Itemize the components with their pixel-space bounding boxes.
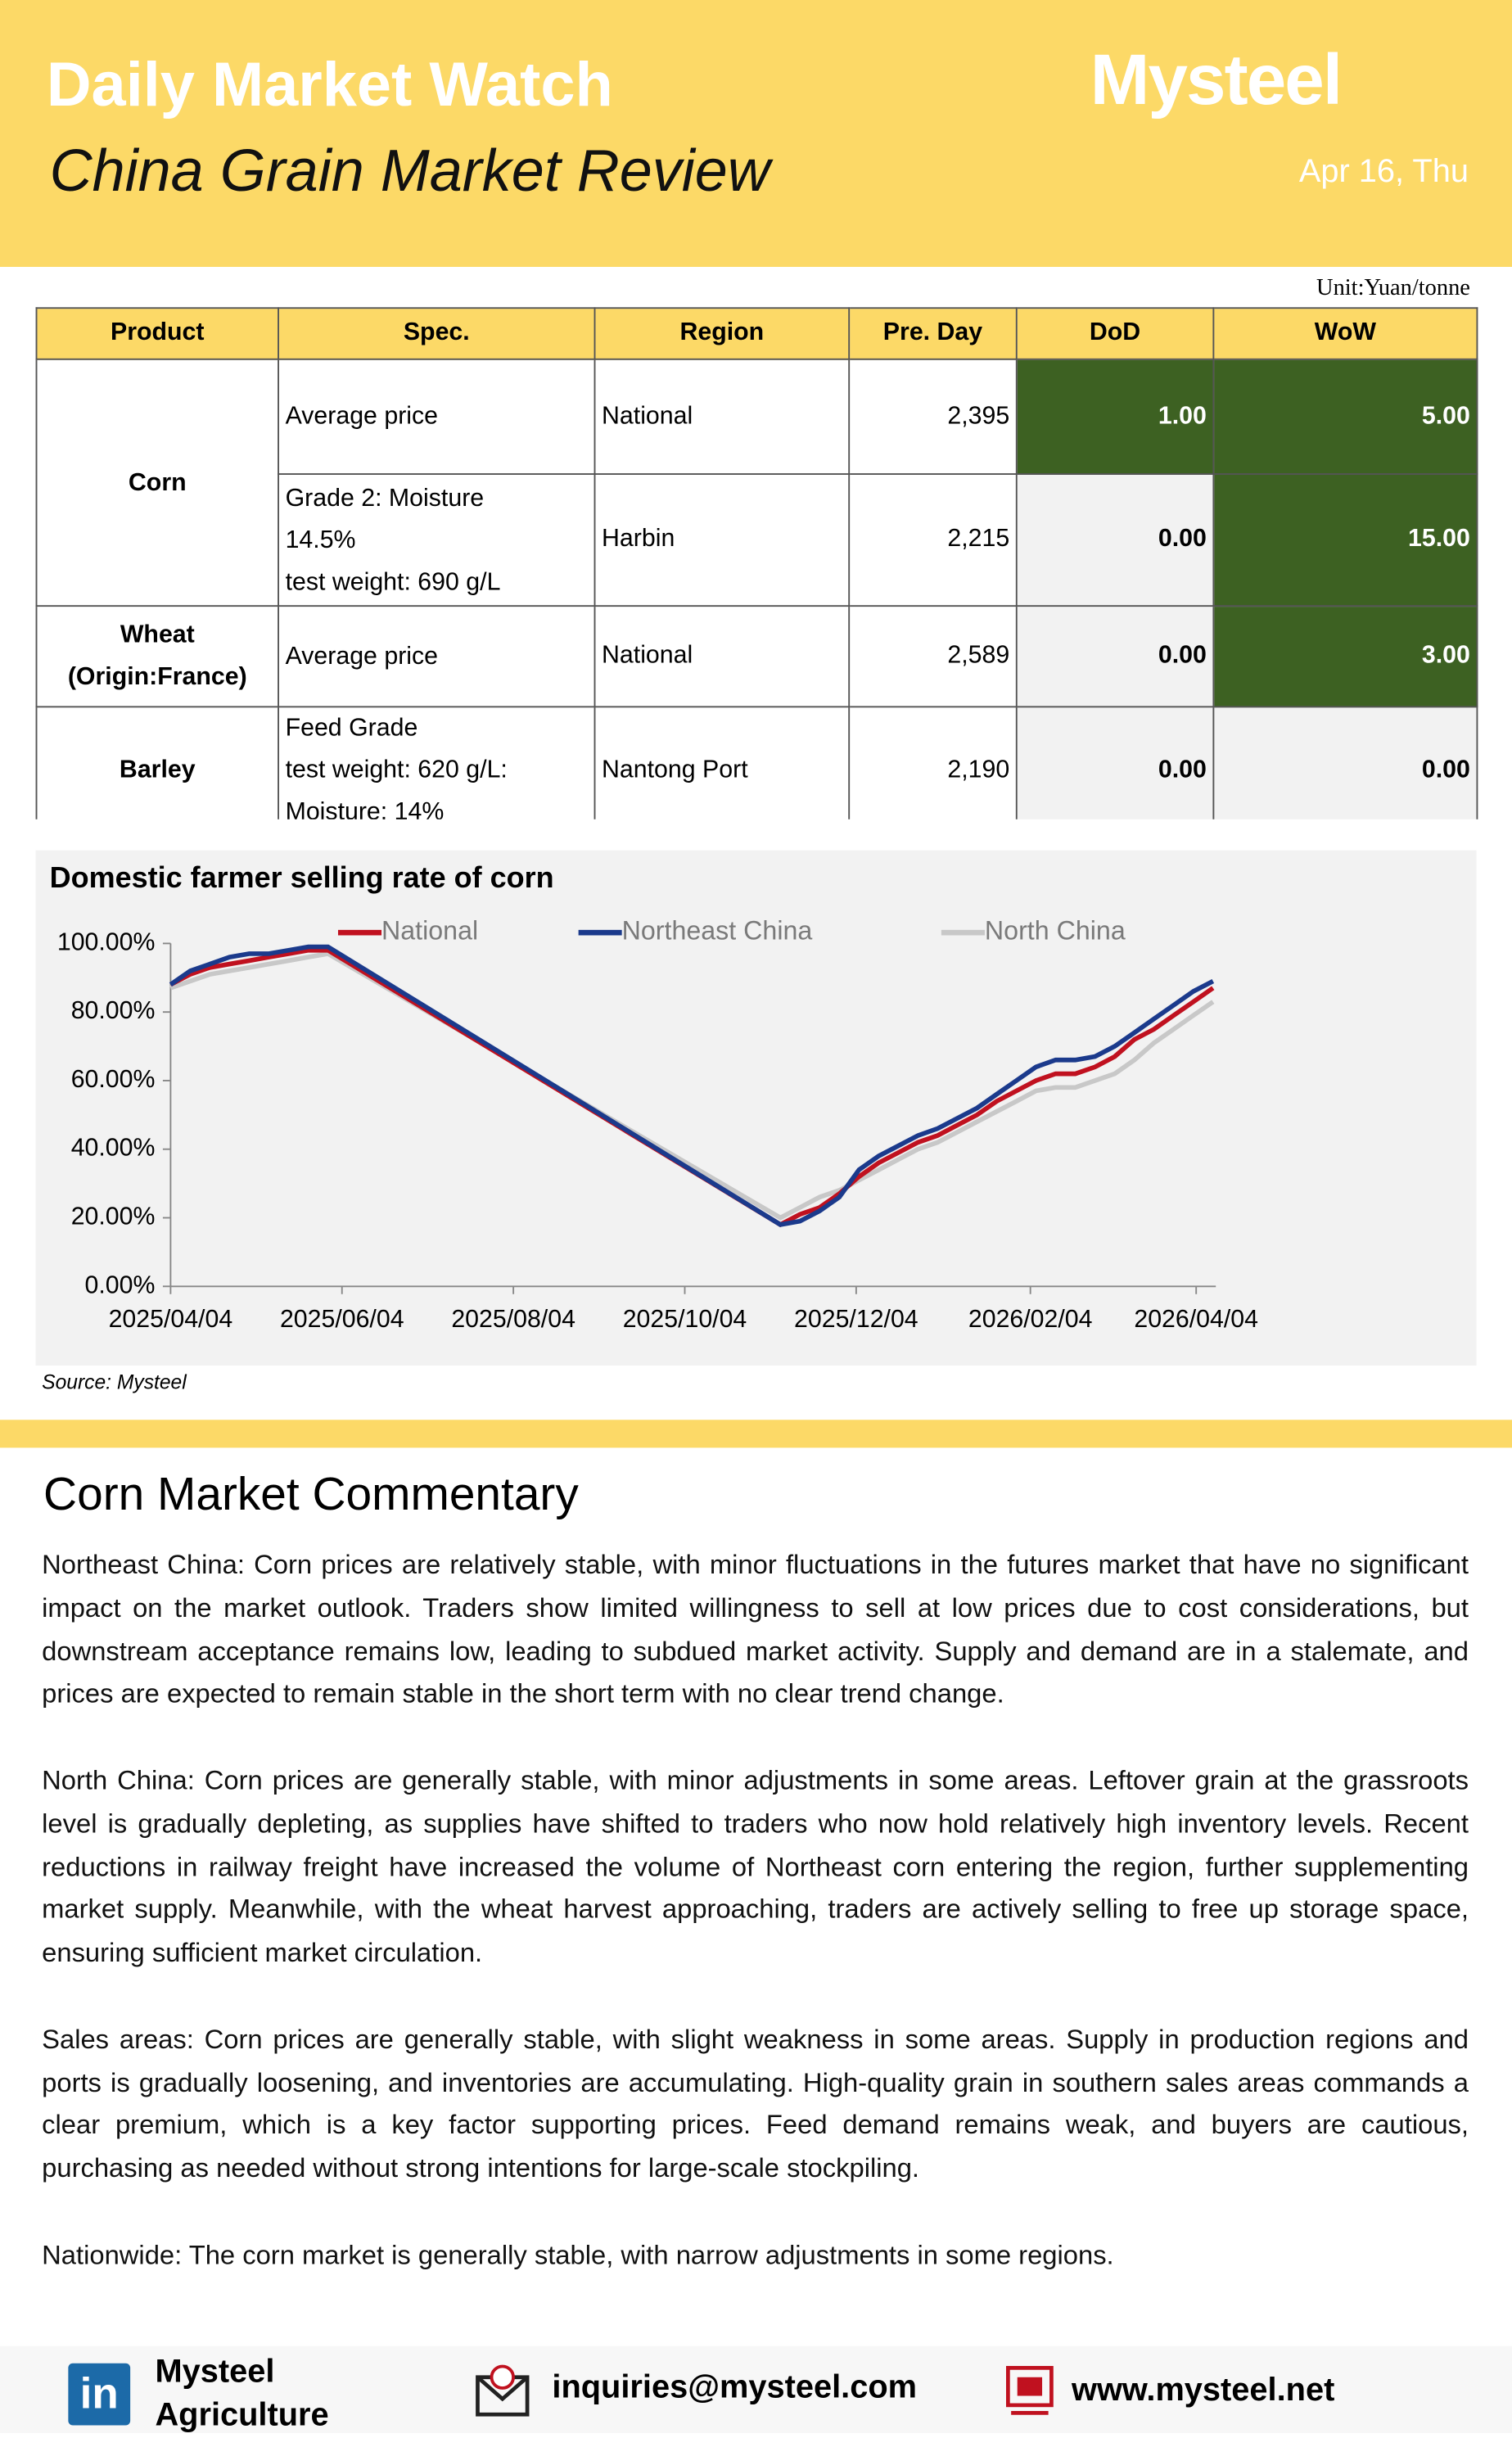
spec-line: Feed Grade (285, 715, 418, 743)
legend-label: North China (985, 916, 1126, 946)
spec-line: Average price (285, 403, 439, 431)
series-line (169, 944, 1215, 1227)
spec-cell: Feed Grade test weight: 620 g/L: Moisture:… (278, 706, 596, 819)
dod-cell: 0.00 (1015, 605, 1215, 708)
linkedin-icon: in (68, 2363, 131, 2426)
spec-line: Average price (285, 643, 439, 670)
product-line: Barley (119, 756, 196, 784)
wow-cell: 15.00 (1212, 473, 1478, 607)
unit: Unit:Yuan/tonne (1316, 276, 1470, 301)
y-tick-label: 60.00% (71, 1066, 156, 1093)
chart-title: Domestic farmer selling rate of corn (50, 860, 554, 894)
table-row: Wheat (Origin:France) Average price Nationa… (35, 605, 1478, 708)
dod-cell: 0.00 (1015, 706, 1215, 819)
product-line: Wheat (120, 622, 195, 649)
header-cell: DoD (1015, 307, 1215, 360)
footer-name-line: Mysteel (155, 2354, 275, 2390)
region-cell: National (594, 605, 851, 708)
web-icon (1005, 2366, 1054, 2415)
product-cell: Wheat (Origin:France) (35, 605, 279, 708)
region-cell: Harbin (594, 473, 851, 607)
x-tick-label: 2025/06/04 (280, 1306, 404, 1333)
product-line: Corn (128, 469, 187, 496)
commentary: Northeast China: Corn prices are relativ… (42, 1544, 1469, 2320)
spec-line: 14.5% (285, 526, 356, 553)
x-tick-label: 2025/08/04 (451, 1306, 575, 1333)
spec-line: test weight: 620 g/L: (285, 756, 508, 784)
spec-cell: Average price (278, 358, 596, 475)
y-tick-label: 100.00% (57, 928, 156, 955)
x-tick-label: 2025/10/04 (623, 1306, 747, 1333)
series-line (169, 947, 1215, 1228)
brand-logo: Mysteel (1090, 38, 1343, 120)
divider (0, 1420, 1512, 1448)
price-cell: 2,589 (848, 605, 1018, 708)
wow-cell: 5.00 (1212, 358, 1478, 475)
x-tick-label: 2026/02/04 (968, 1306, 1093, 1333)
paragraph: Sales areas: Corn prices are generally s… (42, 2023, 1469, 2184)
spec-cell: Grade 2: Moisture 14.5% test weight: 690 g… (278, 473, 596, 607)
wow-cell: 3.00 (1212, 605, 1478, 708)
chart: Domestic farmer selling rate of corn 0.0… (35, 850, 1477, 1366)
price-table: Product Spec. Region Pre. Day DoD WoW Corn Aver… (35, 307, 1478, 819)
footer-name-line: Agriculture (155, 2397, 329, 2433)
legend-label: National (381, 916, 478, 946)
header-cell: Product (35, 307, 279, 360)
table-row: Grade 2: Moisture 14.5% test weight: 690 g… (37, 473, 1478, 607)
y-tick-label: 0.00% (85, 1271, 156, 1298)
dod-cell: 1.00 (1015, 358, 1215, 475)
y-tick-label: 40.00% (71, 1135, 156, 1162)
table-row: Corn Average price National 2,395 1.00 5.00 (35, 358, 1478, 607)
email-icon (476, 2364, 530, 2417)
region-cell: Nantong Port (594, 706, 851, 819)
website[interactable]: www.mysteel.net (1072, 2373, 1335, 2409)
x-tick-label: 2025/12/04 (794, 1306, 918, 1333)
header-cell: WoW (1212, 307, 1478, 360)
series-line (169, 950, 1215, 1221)
header-cell: Spec. (278, 307, 596, 360)
paragraph: Northeast China: Corn prices are relativ… (42, 1548, 1469, 1709)
x-tick-label: 2026/04/04 (1134, 1306, 1258, 1333)
header-band (0, 0, 1512, 268)
section-title: Corn Market Commentary (43, 1469, 579, 1521)
email[interactable]: inquiries@mysteel.com (552, 2369, 918, 2405)
y-tick-label: 80.00% (71, 997, 156, 1024)
title: Daily Market Watch (46, 51, 613, 120)
spec-line: test weight: 690 g/L (285, 568, 501, 595)
chart-bg (35, 850, 1477, 1366)
footer (0, 2345, 1512, 2433)
legend-label: Northeast China (622, 916, 813, 946)
paragraph: North China: Corn prices are generally s… (42, 1764, 1469, 1968)
spec-line: Moisture: 14% (285, 799, 445, 819)
paragraph: Nationwide: The corn market is generally… (42, 2238, 1114, 2270)
source: Source: Mysteel (42, 1370, 187, 1394)
table-area: Product Spec. Region Pre. Day DoD WoW Corn Aver… (0, 0, 1512, 819)
dod-cell: 0.00 (1015, 473, 1215, 607)
price-cell: 2,215 (848, 473, 1018, 607)
region-cell: National (594, 358, 851, 475)
price-cell: 2,190 (848, 706, 1018, 819)
price-cell: 2,395 (848, 358, 1018, 475)
spec-cell: Average price (278, 605, 596, 708)
product-cell: Corn (35, 358, 279, 607)
table-row: Barley Feed Grade test weight: 620 g/L: Moi… (35, 706, 1478, 819)
header-row: Product Spec. Region Pre. Day DoD WoW (35, 307, 1478, 360)
footer-name: Mysteel Agriculture (155, 2351, 328, 2438)
y-tick-label: 20.00% (71, 1203, 156, 1230)
product-cell: Barley (35, 706, 279, 819)
x-tick-label: 2025/04/04 (109, 1306, 233, 1333)
header-cell: Pre. Day (848, 307, 1018, 360)
date: Apr 16, Thu (1298, 153, 1469, 190)
header-cell: Region (594, 307, 851, 360)
spec-line: Grade 2: Moisture (285, 485, 485, 512)
subtitle: China Grain Market Review (49, 139, 770, 205)
wow-cell: 0.00 (1212, 706, 1478, 819)
product-line: (Origin:France) (67, 664, 247, 691)
